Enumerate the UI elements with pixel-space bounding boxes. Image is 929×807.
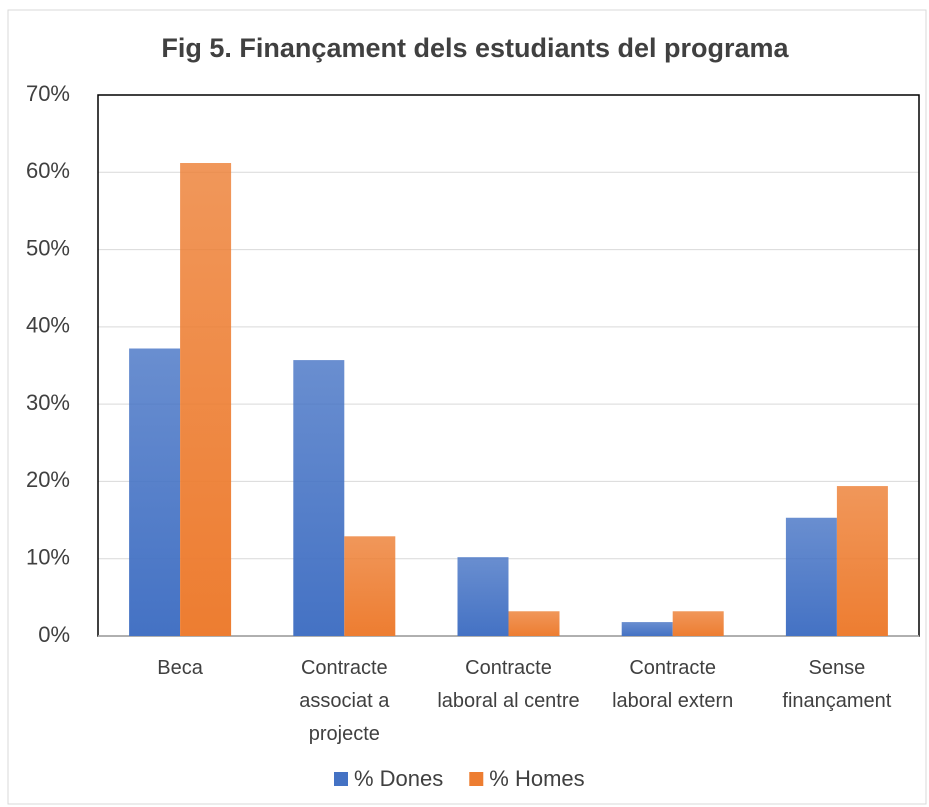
y-tick-label: 0%	[38, 622, 70, 647]
legend-swatch	[469, 772, 484, 786]
chart-title: Fig 5. Finançament dels estudiants del p…	[161, 33, 789, 63]
bar	[621, 622, 673, 636]
legend-label: % Dones	[354, 766, 443, 791]
y-tick-label: 50%	[26, 235, 70, 260]
x-tick-label: Contracte laboral al centre	[437, 657, 580, 712]
bar	[672, 611, 724, 636]
bar	[129, 348, 181, 636]
bar	[293, 360, 345, 636]
y-tick-label: 10%	[26, 545, 70, 570]
x-tick-label: Beca	[157, 657, 203, 679]
y-tick-label: 20%	[26, 467, 70, 492]
bar	[180, 163, 232, 637]
legend-label: % Homes	[489, 766, 584, 791]
x-tick-label: Sense finançament	[782, 657, 892, 712]
bar	[785, 517, 837, 636]
x-tick-label: Contracte laboral extern	[612, 657, 734, 712]
y-tick-label: 60%	[26, 158, 70, 183]
bar	[457, 557, 509, 636]
legend-swatch	[334, 772, 348, 786]
y-tick-label: 30%	[26, 390, 70, 415]
y-tick-label: 70%	[26, 81, 70, 106]
x-tick-label: Contracte associat a projecte	[299, 657, 390, 745]
bar	[344, 536, 396, 636]
bar	[836, 486, 888, 636]
y-tick-label: 40%	[26, 313, 70, 338]
bar	[508, 611, 560, 636]
